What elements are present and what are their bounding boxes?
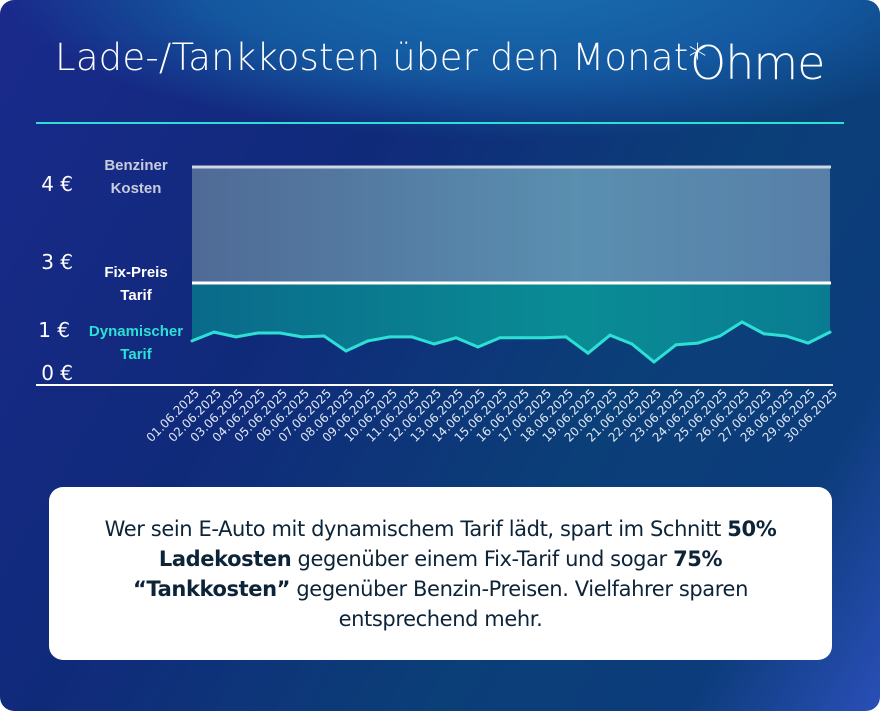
fix-tariff-band [192, 283, 830, 362]
data-point [652, 360, 656, 364]
data-point [278, 331, 282, 335]
data-point [256, 331, 260, 335]
data-point [388, 335, 392, 339]
data-point [234, 335, 238, 339]
data-point [630, 342, 634, 346]
data-point [476, 345, 480, 349]
dynamic-tariff-label: Tarif [120, 346, 152, 363]
data-point [300, 335, 304, 339]
y-tick-label: 3 € [41, 250, 73, 274]
cost-chart: 4 € 3 € 1 € 0 € Benziner Kosten Fix-Prei… [38, 157, 841, 445]
data-point [564, 335, 568, 339]
info-box: Wer sein E-Auto mit dynamischem Tarif lä… [49, 487, 832, 660]
dynamic-tariff-line [191, 320, 831, 364]
data-point [454, 336, 458, 340]
data-point [410, 335, 414, 339]
benzin-label: Benziner [104, 157, 168, 174]
benzin-label: Kosten [111, 180, 162, 197]
data-point [586, 351, 590, 355]
title-divider [36, 122, 844, 124]
data-point [432, 342, 436, 346]
dynamic-tariff-label: Dynamischer [89, 323, 183, 340]
data-point [718, 334, 722, 338]
data-point [828, 330, 832, 334]
data-point [784, 334, 788, 338]
benzin-band [192, 167, 830, 283]
fix-tariff-label: Fix-Preis [104, 264, 167, 281]
data-point [542, 336, 546, 340]
data-point [366, 339, 370, 343]
ohme-logo: Ohme [690, 36, 825, 90]
data-point [498, 336, 502, 340]
data-point [740, 320, 744, 324]
data-point [520, 336, 524, 340]
data-point [762, 332, 766, 336]
data-point [674, 343, 678, 347]
highlight-ladekosten: 50% Ladekosten [158, 516, 777, 571]
data-point [608, 333, 612, 337]
info-text: Wer sein E-Auto mit dynamischem Tarif lä… [104, 516, 777, 631]
data-point [322, 334, 326, 338]
y-tick-label: 0 € [41, 361, 73, 385]
page-title: Lade-/Tankkosten über den Monat* [55, 36, 708, 79]
data-point [696, 341, 700, 345]
data-point [212, 330, 216, 334]
highlight-tankkosten: 75% “Tankkosten” [133, 546, 723, 601]
data-point [344, 349, 348, 353]
y-tick-label: 4 € [41, 172, 73, 196]
y-tick-label: 1 € [38, 318, 70, 342]
data-point [190, 339, 194, 343]
data-point [806, 341, 810, 345]
fix-tariff-label: Tarif [120, 287, 152, 304]
